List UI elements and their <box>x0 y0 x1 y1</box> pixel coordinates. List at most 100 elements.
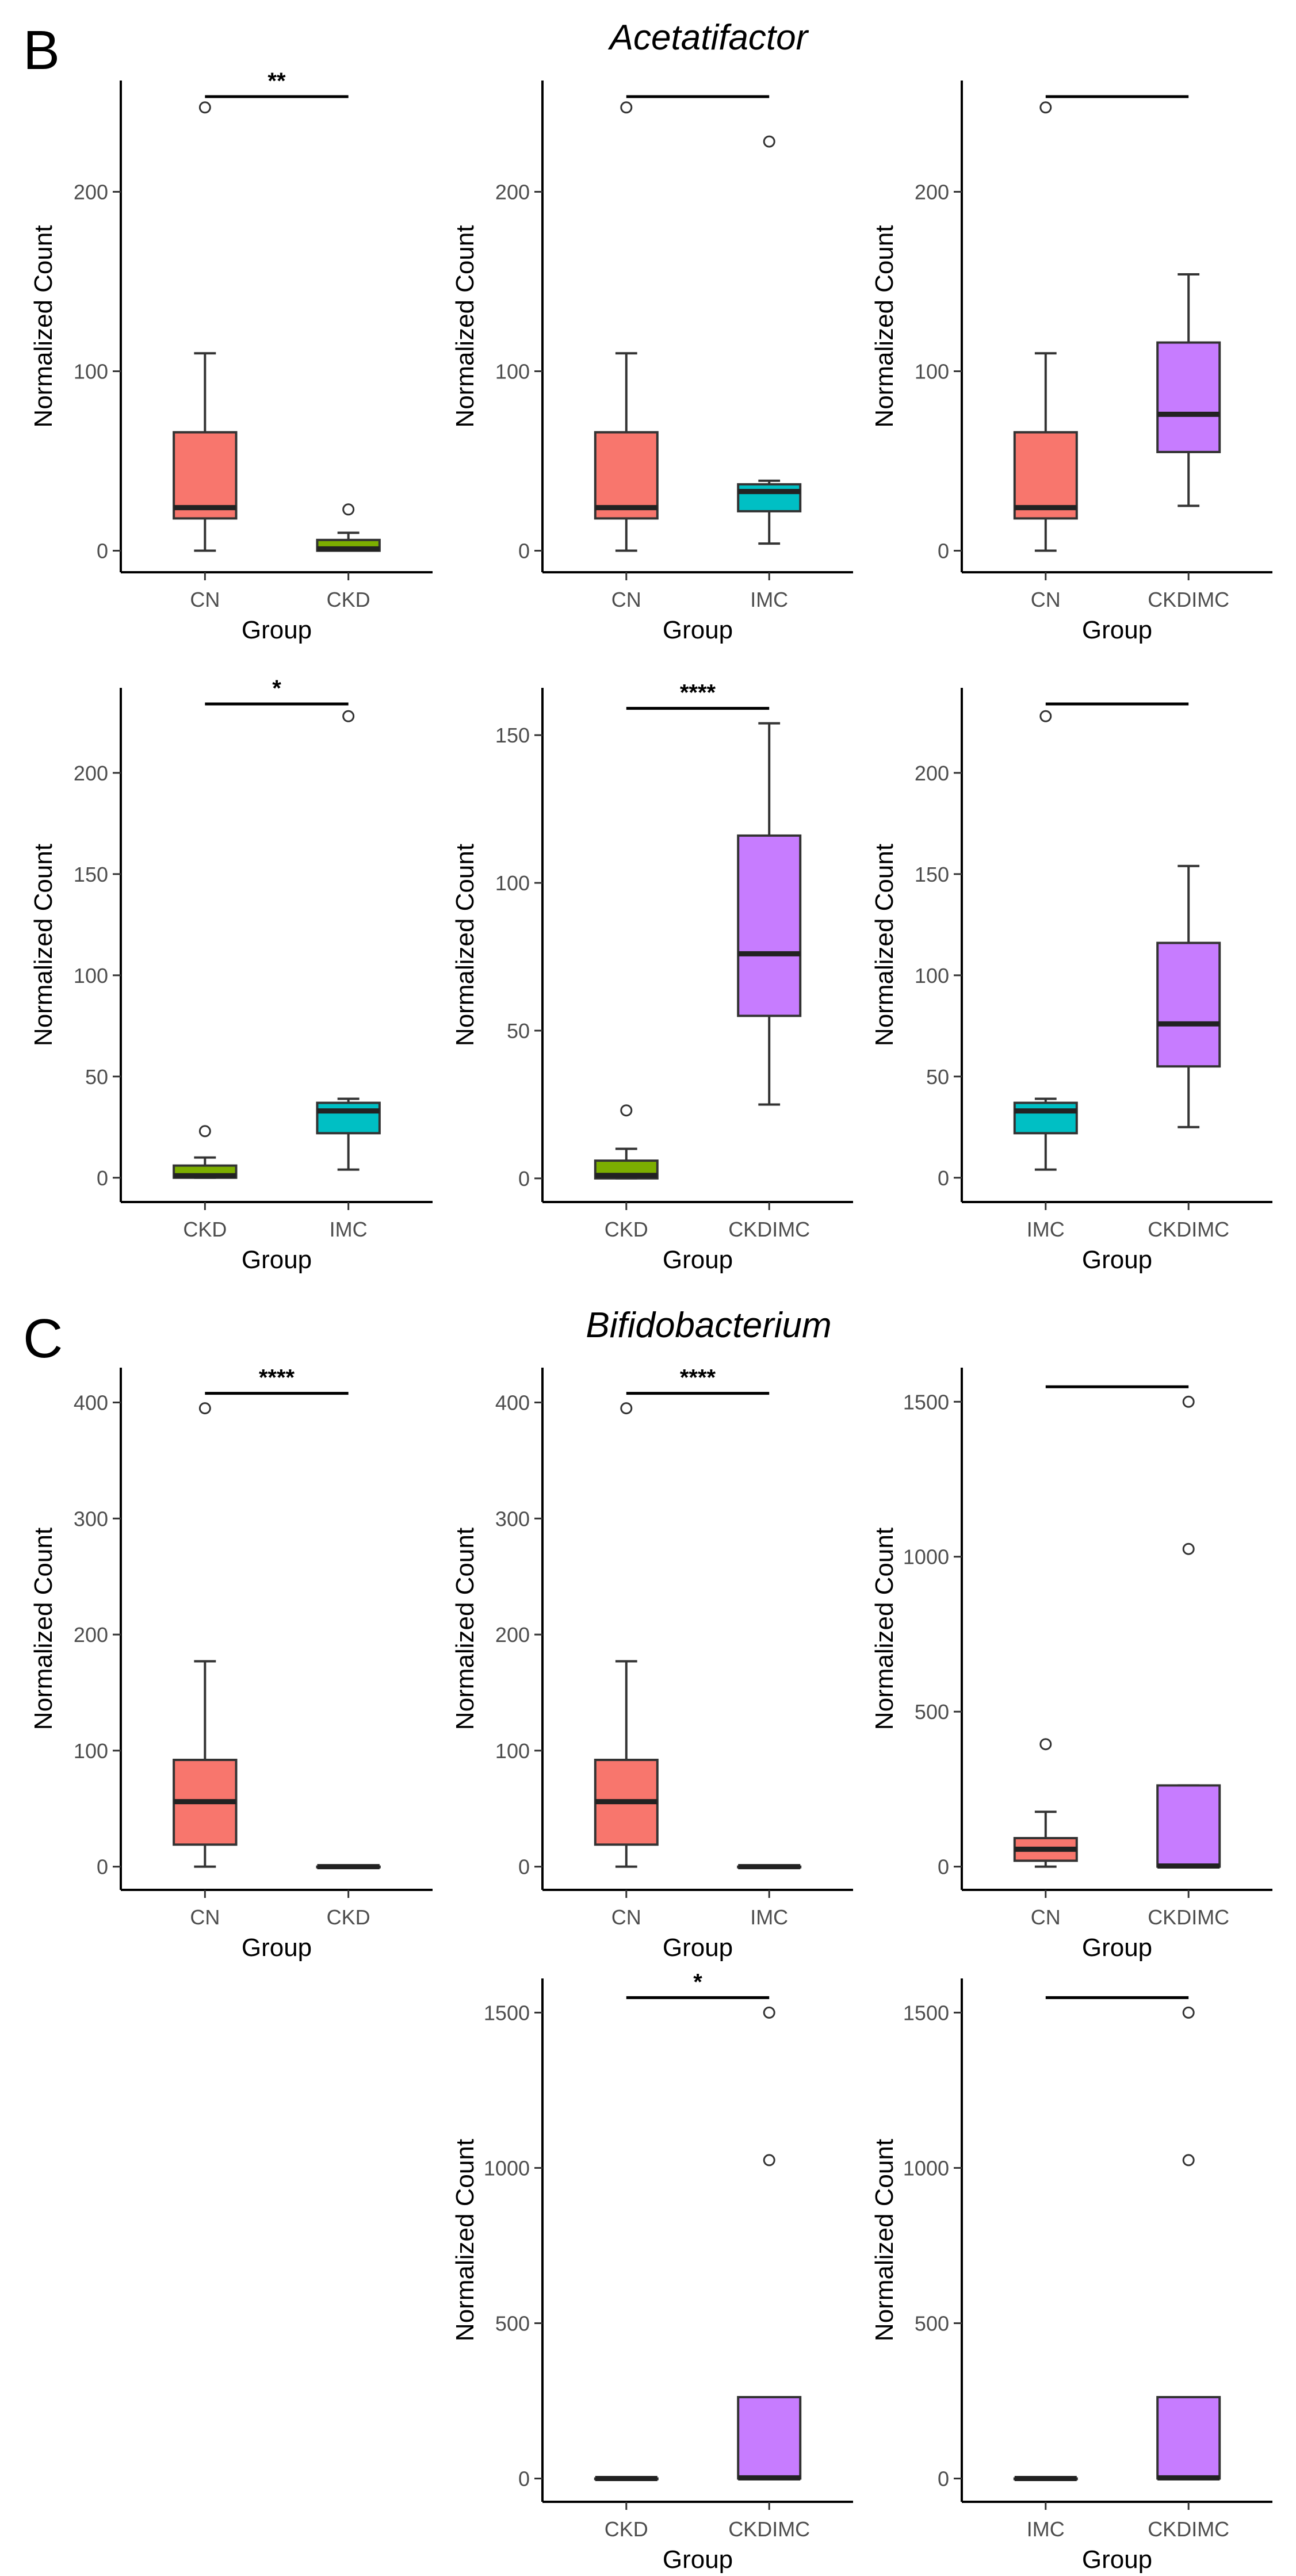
y-tick-label: 0 <box>938 539 949 563</box>
y-tick-label: 0 <box>518 1167 530 1191</box>
box-iqr <box>173 431 238 520</box>
box-imc <box>737 135 802 545</box>
chart-panel-3: 0 100 200 CN CKDIMC Group Normalized Count <box>870 81 1272 644</box>
x-tick-label: IMC <box>1027 2517 1065 2541</box>
box-iqr <box>737 834 802 1017</box>
x-tick-label: CN <box>611 1905 641 1929</box>
outlier-point <box>620 1402 633 1415</box>
y-axis-title: Normalized Count <box>870 225 899 427</box>
box-ckdimc <box>1156 273 1221 507</box>
x-tick-label: CKDIMC <box>728 2517 810 2541</box>
significance-label: * <box>693 1969 702 1995</box>
y-axis-title: Normalized Count <box>29 844 58 1046</box>
y-tick-label: 1500 <box>903 1390 949 1414</box>
section-title-acetatifactor: Acetatifactor <box>607 18 809 58</box>
x-tick-label: CKD <box>183 1218 227 1241</box>
x-axis-title: Group <box>1082 2546 1152 2574</box>
outlier-point <box>1039 101 1052 114</box>
y-tick-label: 0 <box>97 539 108 563</box>
x-tick-label: CN <box>190 588 220 611</box>
outlier-point <box>1182 2154 1195 2167</box>
y-tick-label: 100 <box>495 1739 530 1763</box>
y-tick-label: 300 <box>495 1507 530 1530</box>
y-tick-label: 100 <box>74 360 108 384</box>
y-tick-label: 1000 <box>484 2156 530 2180</box>
chart-panel-2: 0 100 200 CN IMC Group Normalized Count <box>451 81 853 644</box>
x-tick-label: CKDIMC <box>1148 588 1229 611</box>
x-axis-title: Group <box>663 616 733 644</box>
x-axis-title: Group <box>242 1934 312 1962</box>
x-tick-label: IMC <box>750 588 788 611</box>
y-tick-label: 200 <box>74 1623 108 1647</box>
y-tick-label: 500 <box>495 2311 530 2335</box>
box-iqr <box>594 431 659 520</box>
y-axis-title: Normalized Count <box>451 1528 479 1730</box>
outlier-point <box>763 2006 775 2019</box>
box-imc <box>1013 710 1078 1171</box>
box-iqr <box>737 2396 802 2480</box>
x-tick-label: CKDIMC <box>1148 2517 1229 2541</box>
y-axis-title: Normalized Count <box>29 225 58 427</box>
outlier-point <box>1039 710 1052 722</box>
y-tick-label: 50 <box>926 1065 949 1089</box>
y-tick-label: 0 <box>518 2467 530 2490</box>
x-tick-label: CKDIMC <box>1148 1218 1229 1241</box>
box-imc <box>1013 2475 1078 2481</box>
x-tick-label: CKD <box>327 588 370 611</box>
outlier-point <box>1039 1738 1052 1751</box>
outlier-point <box>763 135 775 148</box>
significance-label: **** <box>680 680 716 706</box>
box-iqr <box>316 1101 381 1135</box>
x-tick-label: IMC <box>1027 1218 1065 1241</box>
y-axis-title: Normalized Count <box>29 1528 58 1730</box>
outlier-point <box>342 710 355 722</box>
y-tick-label: 1500 <box>484 2001 530 2024</box>
box-iqr <box>1156 941 1221 1068</box>
outlier-point <box>198 101 211 114</box>
outlier-point <box>1182 1542 1195 1555</box>
outlier-point <box>198 1125 211 1138</box>
y-axis-title: Normalized Count <box>451 2139 479 2341</box>
significance-label: **** <box>259 1365 295 1391</box>
significance-label: **** <box>680 1365 716 1391</box>
x-tick-label: CN <box>1031 1905 1061 1929</box>
x-tick-label: CKDIMC <box>728 1218 810 1241</box>
y-tick-label: 100 <box>74 964 108 987</box>
chart-panel-5: 0 50 100 150 CKD CKDIMC **** Group Normalized Co… <box>451 680 853 1274</box>
y-tick-label: 50 <box>85 1065 108 1089</box>
x-axis-title: Group <box>663 1246 733 1274</box>
outlier-point <box>1182 1395 1195 1408</box>
box-iqr <box>1013 1101 1078 1135</box>
outlier-point <box>763 2154 775 2167</box>
y-tick-label: 200 <box>495 1623 530 1647</box>
box-ckdimc <box>1156 864 1221 1128</box>
y-tick-label: 0 <box>518 539 530 563</box>
chart-panels: 0 100 200 CN CKD ** Group Normalized Count 0 100 2… <box>29 68 1272 2574</box>
chart-panel-9: 0 500 1000 1500 CN CKDIMC Group Normalized Coun… <box>870 1368 1272 1962</box>
chart-panel-10: 0 500 1000 1500 CKD CKDIMC * Group Normalized Co… <box>451 1969 853 2574</box>
y-tick-label: 500 <box>915 2311 949 2335</box>
y-axis-title: Normalized Count <box>870 844 899 1046</box>
y-tick-label: 0 <box>938 2467 949 2490</box>
y-tick-label: 100 <box>915 964 949 987</box>
y-tick-label: 400 <box>495 1391 530 1415</box>
y-tick-label: 200 <box>915 180 949 204</box>
box-iqr <box>737 483 802 512</box>
box-iqr <box>1156 341 1221 453</box>
box-cn <box>594 101 659 552</box>
x-tick-label: CN <box>611 588 641 611</box>
box-ckd <box>594 2475 659 2481</box>
x-axis-title: Group <box>663 2546 733 2574</box>
box-iqr <box>1156 2396 1221 2480</box>
x-axis-title: Group <box>242 616 312 644</box>
y-tick-label: 200 <box>74 180 108 204</box>
y-tick-label: 0 <box>938 1855 949 1879</box>
box-ckd <box>173 1125 238 1179</box>
x-tick-label: IMC <box>750 1905 788 1929</box>
significance-label: ** <box>267 68 286 94</box>
y-tick-label: 100 <box>915 360 949 384</box>
y-tick-label: 1000 <box>903 1545 949 1569</box>
box-ckdimc <box>737 722 802 1106</box>
chart-panel-6: 0 50 100 150 200 IMC CKDIMC Group Normalized Cou… <box>870 688 1272 1274</box>
